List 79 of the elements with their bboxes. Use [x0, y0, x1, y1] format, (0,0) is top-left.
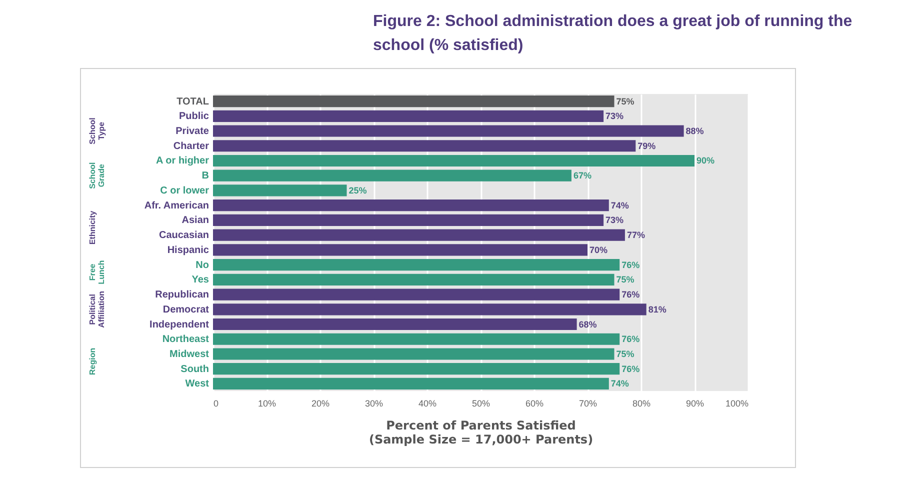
- data-label: 75%: [616, 348, 634, 359]
- y-tick-label: Northeast: [162, 334, 210, 346]
- data-label: 77%: [626, 230, 645, 240]
- y-tick-label: Asian: [182, 215, 209, 226]
- y-tick-label: Caucasian: [158, 230, 209, 242]
- bar: [213, 200, 609, 212]
- data-label: 73%: [606, 215, 624, 226]
- text: Free Lunch: [88, 260, 106, 284]
- x-tick-label: 70%: [578, 398, 598, 408]
- data-label: 74%: [610, 200, 629, 210]
- data-label: 76%: [622, 334, 640, 344]
- y-tick-label: Afr. American: [144, 200, 209, 212]
- x-tick-label: 20%: [311, 398, 330, 408]
- text: Ethnicity: [88, 210, 97, 245]
- bar: [213, 304, 646, 316]
- data-label: 76%: [622, 260, 640, 270]
- bar: [213, 214, 604, 226]
- y-tick-label: B: [202, 170, 209, 182]
- x-tick-label: 30%: [364, 398, 384, 408]
- y-tick-label: Yes: [192, 274, 210, 286]
- data-label: 81%: [648, 304, 666, 314]
- data-label: 67%: [573, 170, 592, 181]
- bar: [213, 333, 620, 345]
- bar: [213, 229, 625, 241]
- x-tick-label: 50%: [472, 398, 490, 408]
- data-label: 73%: [606, 111, 624, 122]
- y-tick-label: South: [180, 364, 209, 375]
- x-tick-label: 0: [214, 398, 219, 408]
- y-tick-label: No: [196, 260, 209, 271]
- bar: [213, 378, 609, 390]
- y-tick-label: West: [185, 378, 210, 390]
- data-label: 75%: [616, 96, 634, 106]
- text: Region: [88, 348, 97, 375]
- data-label: 90%: [696, 156, 715, 166]
- x-tick-label: 40%: [418, 398, 437, 408]
- bar: [213, 274, 614, 286]
- bar: [213, 288, 620, 300]
- bar: [213, 244, 588, 256]
- y-tick-label: Midwest: [170, 348, 210, 360]
- y-tick-label: Republican: [155, 290, 209, 301]
- x-tick-label: 90%: [686, 398, 704, 408]
- bar: [213, 318, 577, 330]
- bar: [213, 184, 347, 196]
- bar: [213, 363, 620, 375]
- x-axis-title: Percent of Parents Satisfied (Sample Size = 17,000+ Parents): [368, 418, 594, 446]
- bar: [213, 125, 684, 137]
- y-tick-label: Charter: [173, 140, 210, 152]
- y-tick-label: Public: [178, 111, 210, 122]
- data-label: 68%: [578, 319, 597, 330]
- y-tick-label: Hispanic: [167, 244, 210, 256]
- text: Political Affiliation: [88, 290, 106, 328]
- text: School Type: [88, 118, 106, 144]
- y-tick-label: A or higher: [156, 156, 210, 167]
- y-tick-label: TOTAL: [176, 96, 209, 108]
- text: School Grade: [88, 162, 106, 189]
- data-label: 79%: [638, 140, 656, 151]
- bar: [213, 140, 636, 152]
- y-tick-label: Private: [176, 126, 210, 138]
- data-label: 70%: [590, 244, 608, 255]
- chart-title: Figure 2: School administration does a great job of running the school (% satisfied): [373, 12, 854, 56]
- x-tick-label: 10%: [258, 398, 276, 408]
- data-label: 25%: [348, 185, 367, 196]
- x-tick-label: 100%: [725, 398, 748, 408]
- data-label: 74%: [610, 378, 629, 389]
- x-tick-label: 60%: [525, 398, 544, 408]
- bar: [213, 95, 614, 108]
- data-label: 76%: [622, 364, 640, 374]
- data-label: 76%: [622, 290, 640, 300]
- bar: [213, 110, 604, 122]
- bar: [213, 154, 694, 167]
- y-tick-label: Democrat: [162, 304, 210, 316]
- data-label: 75%: [616, 274, 634, 285]
- y-tick-label: Independent: [150, 319, 210, 330]
- y-tick-label: C or lower: [160, 185, 210, 196]
- bar: [213, 170, 572, 182]
- x-tick-label: 80%: [632, 398, 651, 408]
- data-label: 88%: [686, 126, 704, 136]
- bar: [213, 348, 614, 360]
- bar: [213, 259, 620, 271]
